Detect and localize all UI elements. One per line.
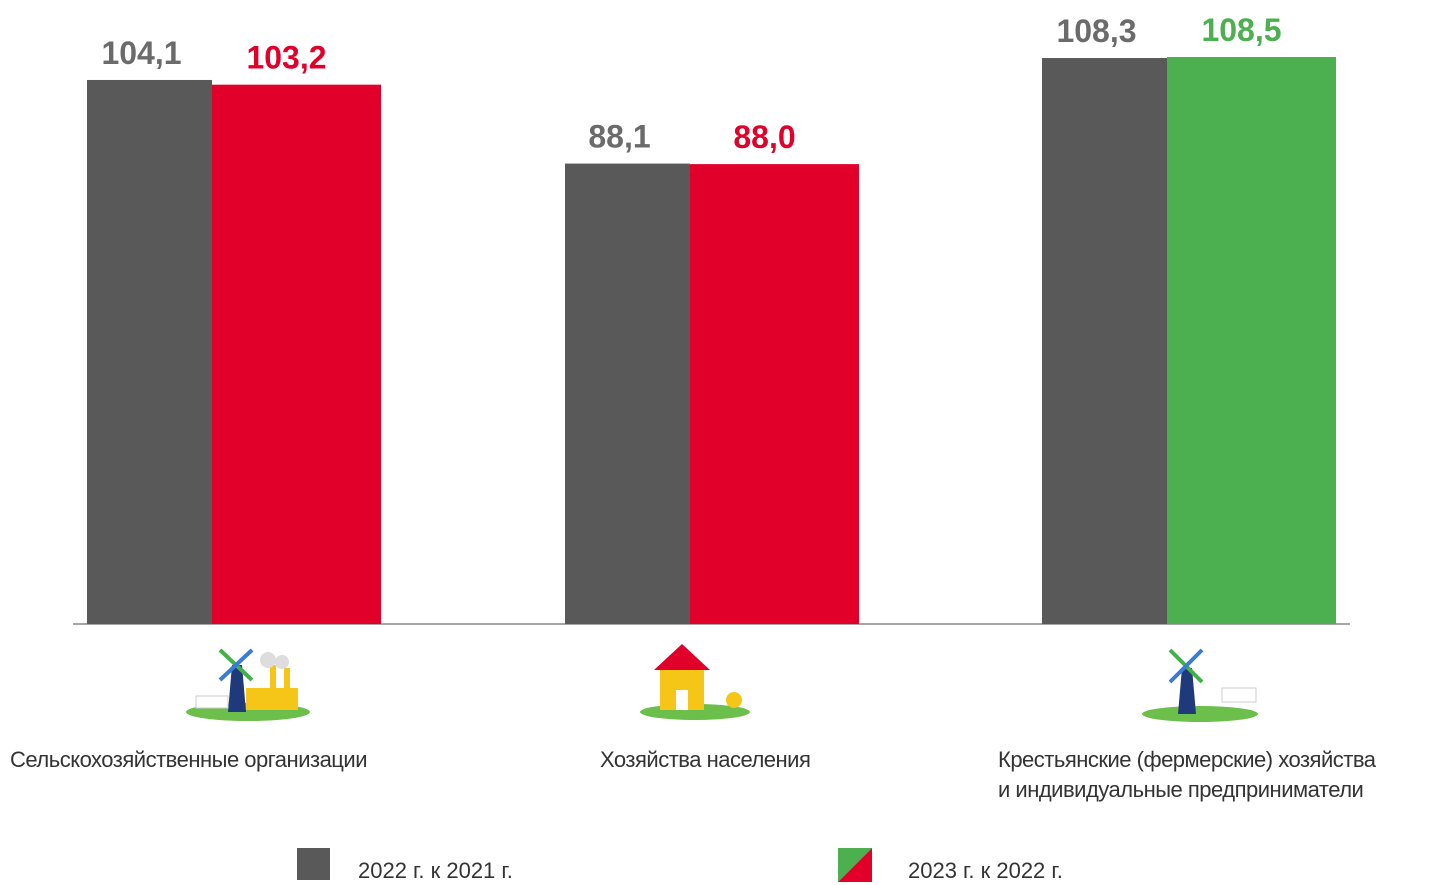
x-tick-label: Хозяйства населения	[600, 745, 810, 775]
legend-label: 2022 г. к 2021 г.	[358, 858, 513, 884]
x-tick-label: Крестьянские (фермерские) хозяйства и ин…	[998, 745, 1376, 805]
bar	[1042, 58, 1167, 624]
icon-household	[640, 644, 750, 720]
value-label: 104,1	[101, 35, 181, 71]
bar	[565, 164, 690, 624]
value-label: 108,3	[1056, 13, 1136, 49]
value-label: 88,1	[588, 119, 650, 155]
bar	[690, 164, 859, 624]
value-label: 88,0	[733, 119, 795, 155]
bar	[1167, 57, 1336, 624]
icon-farmer	[1142, 650, 1258, 722]
legend-swatch	[297, 848, 330, 880]
value-label: 103,2	[246, 40, 326, 76]
value-label: 108,5	[1201, 12, 1281, 48]
page: 104,1 103,2 88,1 88,0 108,3 108,5 Сельскохозя…	[0, 0, 1434, 885]
x-tick-label: Сельскохозяйственные организации	[10, 745, 367, 775]
bar	[87, 80, 212, 624]
bar	[212, 85, 381, 624]
icon-farm-org	[186, 650, 310, 721]
legend-label: 2023 г. к 2022 г.	[908, 858, 1063, 884]
